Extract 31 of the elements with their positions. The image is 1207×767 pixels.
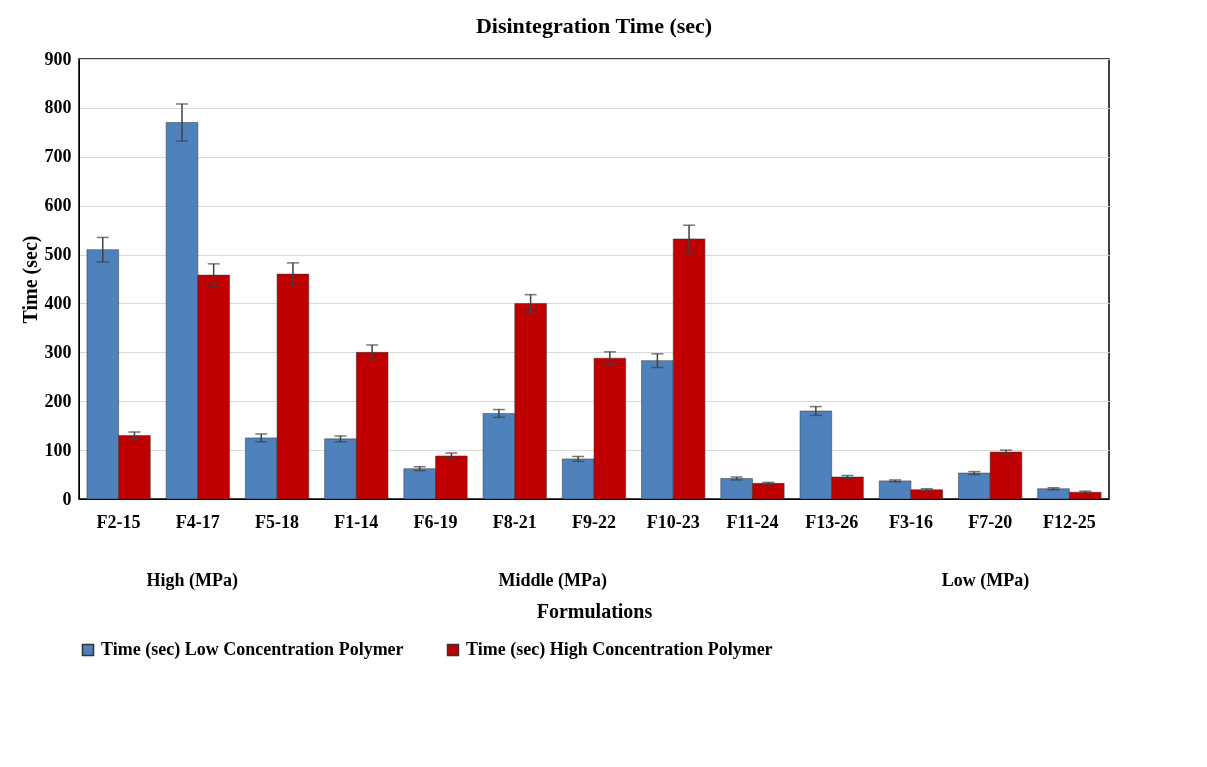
x-tick-label: F10-23 xyxy=(646,511,700,532)
text: Low (MPa) xyxy=(941,570,1030,591)
x-tick-label: F13-26 xyxy=(805,511,859,532)
x-tick-label: F5-18 xyxy=(255,511,300,532)
y-tick-label: 100 xyxy=(44,439,72,460)
y-tick-label: 500 xyxy=(44,244,72,265)
y-axis-title: Time (sec) xyxy=(18,235,42,324)
legend-label: Time (sec) High Concentration Polymer xyxy=(466,639,773,660)
legend-label: Time (sec) Low Concentration Polymer xyxy=(101,639,404,660)
x-tick-label: F8-21 xyxy=(492,511,537,532)
text: Middle (MPa) xyxy=(498,570,608,591)
chart-title: Disintegration Time (sec) xyxy=(475,13,713,38)
text: High (MPa) xyxy=(146,570,239,591)
y-tick-label: 0 xyxy=(62,488,72,509)
y-tick-label: 400 xyxy=(44,292,72,313)
y-tick-label: 800 xyxy=(44,97,72,118)
y-tick-label: 900 xyxy=(44,48,72,69)
x-tick-label: F6-19 xyxy=(413,511,458,532)
x-tick-label: F12-25 xyxy=(1042,511,1096,532)
x-tick-label: F2-15 xyxy=(96,511,141,532)
y-tick-label: 200 xyxy=(44,390,72,411)
x-tick-label: F9-22 xyxy=(572,511,616,532)
x-axis-title: Formulations xyxy=(536,599,653,622)
y-tick-label: 600 xyxy=(44,195,72,216)
y-tick-label: 700 xyxy=(44,146,72,167)
x-tick-label: F11-24 xyxy=(726,511,779,532)
x-tick-label: F7-20 xyxy=(968,511,1013,532)
x-tick-label: F1-14 xyxy=(334,511,379,532)
x-tick-label: F4-17 xyxy=(175,511,220,532)
x-tick-label: F3-16 xyxy=(888,511,933,532)
y-tick-label: 300 xyxy=(44,341,72,362)
